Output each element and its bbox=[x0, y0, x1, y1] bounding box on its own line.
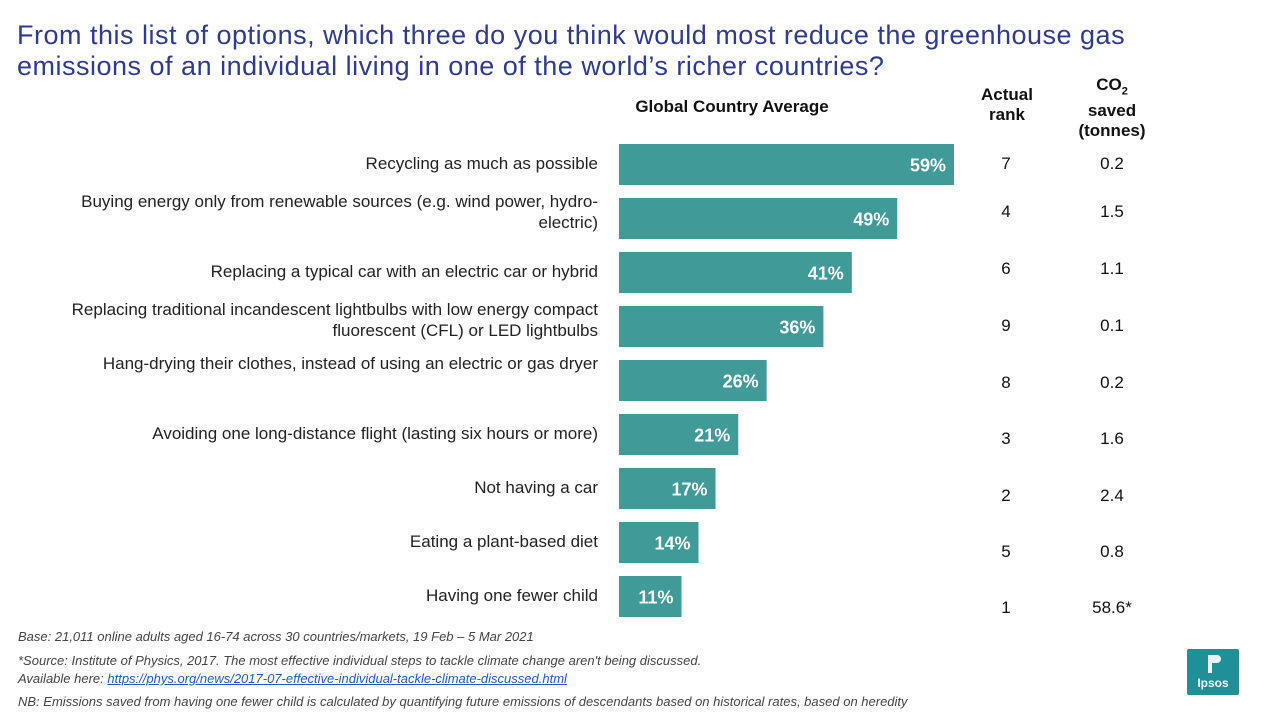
rank-header-line1: Actual bbox=[981, 85, 1033, 104]
co2-header-line1: CO2 bbox=[1060, 75, 1164, 101]
logo-text: Ipsos bbox=[1197, 676, 1229, 690]
actual-rank-7: 2 bbox=[1001, 486, 1011, 505]
co2-saved-7: 2.4 bbox=[1100, 486, 1124, 505]
bar-5 bbox=[619, 360, 767, 401]
bar-value-label-5: 26% bbox=[723, 372, 759, 392]
co2-saved-8: 0.8 bbox=[1100, 542, 1124, 561]
co2-saved-4: 0.1 bbox=[1100, 316, 1124, 335]
bar-value-label-9: 11% bbox=[638, 588, 673, 608]
bar-6 bbox=[619, 414, 739, 455]
rank-header: Actual rank bbox=[960, 85, 1054, 125]
bar-3 bbox=[619, 252, 852, 293]
bar-9 bbox=[619, 576, 682, 617]
bar-8 bbox=[619, 522, 699, 563]
category-label-9: Having one fewer child bbox=[426, 586, 598, 605]
actual-rank-3: 6 bbox=[1001, 259, 1011, 278]
bar-value-label-2: 49% bbox=[853, 210, 889, 230]
bar-value-label-3: 41% bbox=[808, 264, 844, 284]
co2-header: CO2 saved (tonnes) bbox=[1060, 75, 1164, 141]
bar-value-label-4: 36% bbox=[779, 318, 815, 338]
bar-4 bbox=[619, 306, 824, 347]
bar-value-label-6: 21% bbox=[694, 426, 730, 446]
category-label-4: Replacing traditional incandescent light… bbox=[71, 300, 598, 340]
category-label-3: Replacing a typical car with an electric… bbox=[210, 262, 598, 281]
source-link[interactable]: https://phys.org/news/2017-07-effective-… bbox=[107, 671, 567, 686]
bar-value-label-8: 14% bbox=[654, 534, 690, 554]
actual-rank-9: 1 bbox=[1001, 598, 1011, 617]
category-label-1: Recycling as much as possible bbox=[365, 154, 598, 173]
co2-saved-3: 1.1 bbox=[1100, 259, 1124, 278]
actual-rank-4: 9 bbox=[1001, 316, 1011, 335]
co2-header-subscript: 2 bbox=[1121, 85, 1128, 98]
actual-rank-8: 5 bbox=[1001, 542, 1011, 561]
actual-rank-6: 3 bbox=[1001, 429, 1011, 448]
category-label-6: Avoiding one long-distance flight (lasti… bbox=[152, 424, 598, 443]
chart-title: From this list of options, which three d… bbox=[17, 20, 1126, 81]
logo-mark-icon bbox=[1208, 655, 1221, 673]
footnote-nb: NB: Emissions saved from having one fewe… bbox=[18, 694, 908, 709]
co2-saved-6: 1.6 bbox=[1100, 429, 1124, 448]
co2-saved-5: 0.2 bbox=[1100, 373, 1124, 392]
category-label-5: Hang-drying their clothes, instead of us… bbox=[102, 354, 598, 373]
category-label-8: Eating a plant-based diet bbox=[409, 532, 598, 551]
co2-saved-2: 1.5 bbox=[1100, 202, 1124, 221]
actual-rank-1: 7 bbox=[1001, 154, 1011, 173]
footnote-available-prefix: Available here: bbox=[18, 671, 108, 686]
actual-rank-5: 8 bbox=[1001, 373, 1011, 392]
category-label-2: Buying energy only from renewable source… bbox=[81, 192, 598, 232]
co2-header-line2: saved bbox=[1087, 101, 1137, 121]
rank-header-line2: rank bbox=[989, 105, 1025, 124]
bar-2 bbox=[619, 198, 898, 239]
footnote-base: Base: 21,011 online adults aged 16-74 ac… bbox=[18, 629, 534, 644]
footnote-source: *Source: Institute of Physics, 2017. The… bbox=[18, 653, 702, 668]
bar-value-label-7: 17% bbox=[671, 480, 707, 500]
co2-saved-9: 58.6* bbox=[1092, 598, 1132, 617]
co2-header-line3: (tonnes) bbox=[1078, 121, 1146, 141]
bar-7 bbox=[619, 468, 716, 509]
bar-1 bbox=[619, 144, 954, 185]
footnote-available: Available here: https://phys.org/news/20… bbox=[18, 670, 567, 687]
bar-value-label-1: 59% bbox=[910, 156, 946, 176]
co2-header-symbol: CO bbox=[1096, 75, 1122, 94]
category-label-7: Not having a car bbox=[474, 478, 598, 497]
actual-rank-2: 4 bbox=[1001, 202, 1011, 221]
series-header: Global Country Average bbox=[635, 97, 829, 116]
ipsos-logo: Ipsos bbox=[1187, 649, 1239, 695]
co2-saved-1: 0.2 bbox=[1100, 154, 1124, 173]
